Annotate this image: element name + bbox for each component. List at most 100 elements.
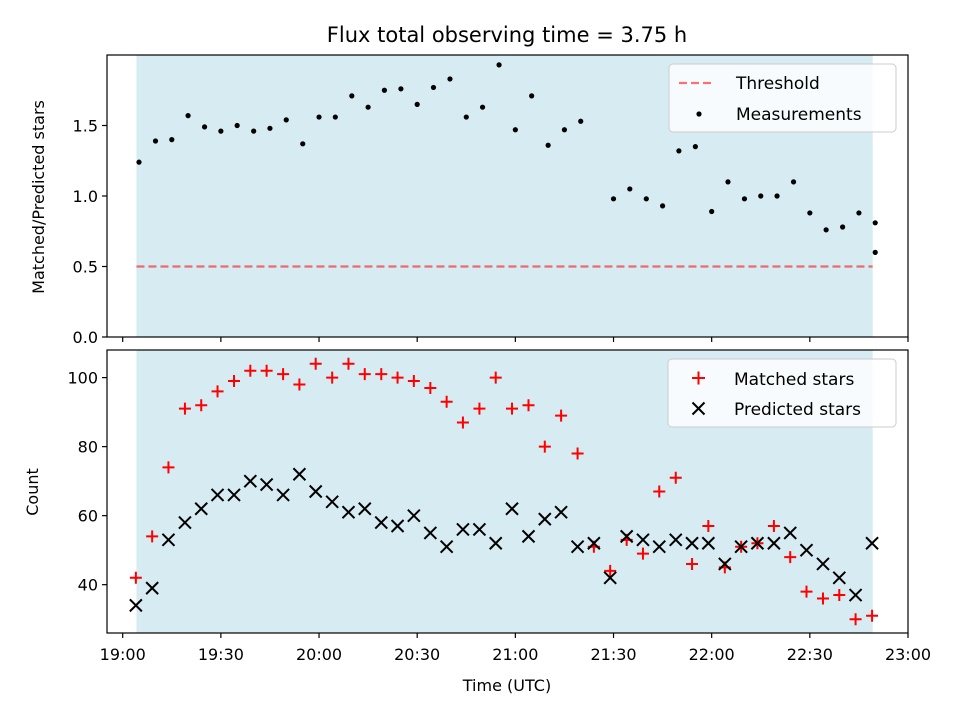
ratio-panel: Flux total observing time = 3.75 h 0.00.… (29, 23, 909, 347)
matched-star-point (849, 613, 862, 626)
bottom-axes-frame (106, 349, 909, 634)
top-x-axis-ticks (122, 337, 909, 342)
measurement-point (807, 210, 813, 216)
predicted-star-point (505, 502, 519, 516)
x-axis-label: Time (UTC) (462, 676, 551, 695)
predicted-star-point (358, 502, 372, 516)
x-tick-label: 20:30 (394, 645, 440, 664)
measurement-point (872, 220, 878, 226)
measurement-point (185, 113, 191, 119)
bottom-x-axis-ticks: 19:00 19:30 20:00 20:30 21:00 21:30 22:00 22:30… (100, 633, 931, 664)
predicted-star-point (521, 529, 536, 544)
matched-star-point (816, 592, 829, 605)
matched-star-point (211, 385, 224, 398)
measurement-point (578, 118, 584, 124)
predicted-star-point (259, 477, 274, 492)
matched-star-point (702, 520, 715, 533)
matched-star-point (866, 609, 879, 622)
matched-star-point (358, 368, 371, 381)
matched-star-point (538, 440, 551, 453)
measurement-point (758, 193, 764, 199)
matched-star-point (407, 375, 420, 388)
bottom-legend: Matched stars Predicted stars (667, 358, 897, 428)
measurement-point (316, 114, 322, 120)
matched-star-point (653, 485, 666, 498)
x-tick-label: 21:30 (590, 645, 636, 664)
legend-predicted-label: Predicted stars (734, 400, 861, 420)
matched-star-point (228, 375, 241, 388)
measurement-point (774, 193, 780, 199)
measurement-point (283, 117, 289, 123)
legend-measurements-swatch (696, 111, 702, 117)
measurement-point (872, 249, 878, 255)
predicted-star-point (718, 557, 732, 571)
measurement-point (430, 84, 437, 91)
predicted-star-point (390, 519, 405, 533)
predicted-star-point (276, 488, 290, 502)
measurement-point (152, 138, 159, 144)
top-legend-box (668, 63, 897, 133)
measurement-point (725, 179, 731, 185)
predicted-star-point (161, 533, 176, 547)
predicted-star-point (848, 588, 863, 602)
counts-panel: 40 60 80 100 19:00 19:30 20:00 20:30 21:00 21:30… (23, 349, 931, 695)
matched-star-point (244, 364, 257, 377)
predicted-star-point (472, 522, 487, 537)
predicted-star-point (489, 536, 503, 550)
matched-star-point (293, 378, 306, 391)
matched-star-point (375, 368, 388, 381)
legend-matched-swatch (692, 371, 705, 385)
matched-star-point (784, 551, 797, 564)
predicted-star-point (554, 505, 568, 519)
y-tick-label: 40 (78, 576, 98, 595)
y-tick-label: 1.0 (73, 187, 98, 206)
measurement-point (643, 196, 649, 202)
measurement-point (496, 62, 502, 68)
x-tick-label: 21:00 (492, 645, 538, 664)
measurement-point (251, 128, 257, 134)
y-tick-label: 1.5 (73, 117, 98, 136)
measurement-point (840, 224, 846, 230)
matched-star-point (146, 530, 159, 543)
y-tick-label: 60 (78, 507, 98, 526)
measurement-point (676, 148, 682, 154)
measurement-point (610, 196, 617, 202)
matched-star-point (800, 585, 813, 598)
predicted-star-point (178, 515, 192, 530)
predicted-star-point (423, 526, 438, 540)
y-tick-label: 80 (78, 438, 98, 457)
measurement-point (349, 93, 355, 99)
predicted-star-point (456, 522, 470, 537)
predicted-star-point (341, 505, 356, 519)
matched-star-point (604, 564, 617, 577)
matched-star-point (162, 461, 175, 474)
predicted-star-point (243, 474, 258, 488)
predicted-star-point (865, 536, 879, 550)
legend-predicted-swatch (691, 401, 706, 416)
top-y-axis-label: Matched/Predicted stars (29, 100, 48, 294)
measurement-point (545, 142, 551, 148)
predicted-star-point (308, 484, 323, 499)
measurement-point (447, 76, 453, 82)
measurement-point (218, 128, 224, 134)
matched-star-point (686, 557, 699, 570)
measurement-point (267, 125, 273, 131)
predicted-star-point (799, 543, 814, 557)
predicted-star-point (292, 467, 307, 481)
measurement-point (823, 227, 829, 233)
measurement-point (659, 203, 666, 209)
matched-star-point (129, 571, 142, 584)
predicted-star-point (587, 536, 601, 550)
top-axes-frame (106, 54, 909, 338)
measurement-point (136, 159, 142, 165)
predicted-star-point (325, 495, 339, 509)
y-tick-label: 0.0 (73, 328, 98, 347)
matched-star-point (424, 381, 437, 394)
predicted-star-point (767, 536, 781, 550)
measurement-point (234, 122, 240, 129)
legend-matched-label: Matched stars (734, 370, 854, 390)
measurement-point (709, 208, 715, 215)
predicted-star-point (619, 529, 634, 544)
measurement-point (201, 124, 208, 130)
